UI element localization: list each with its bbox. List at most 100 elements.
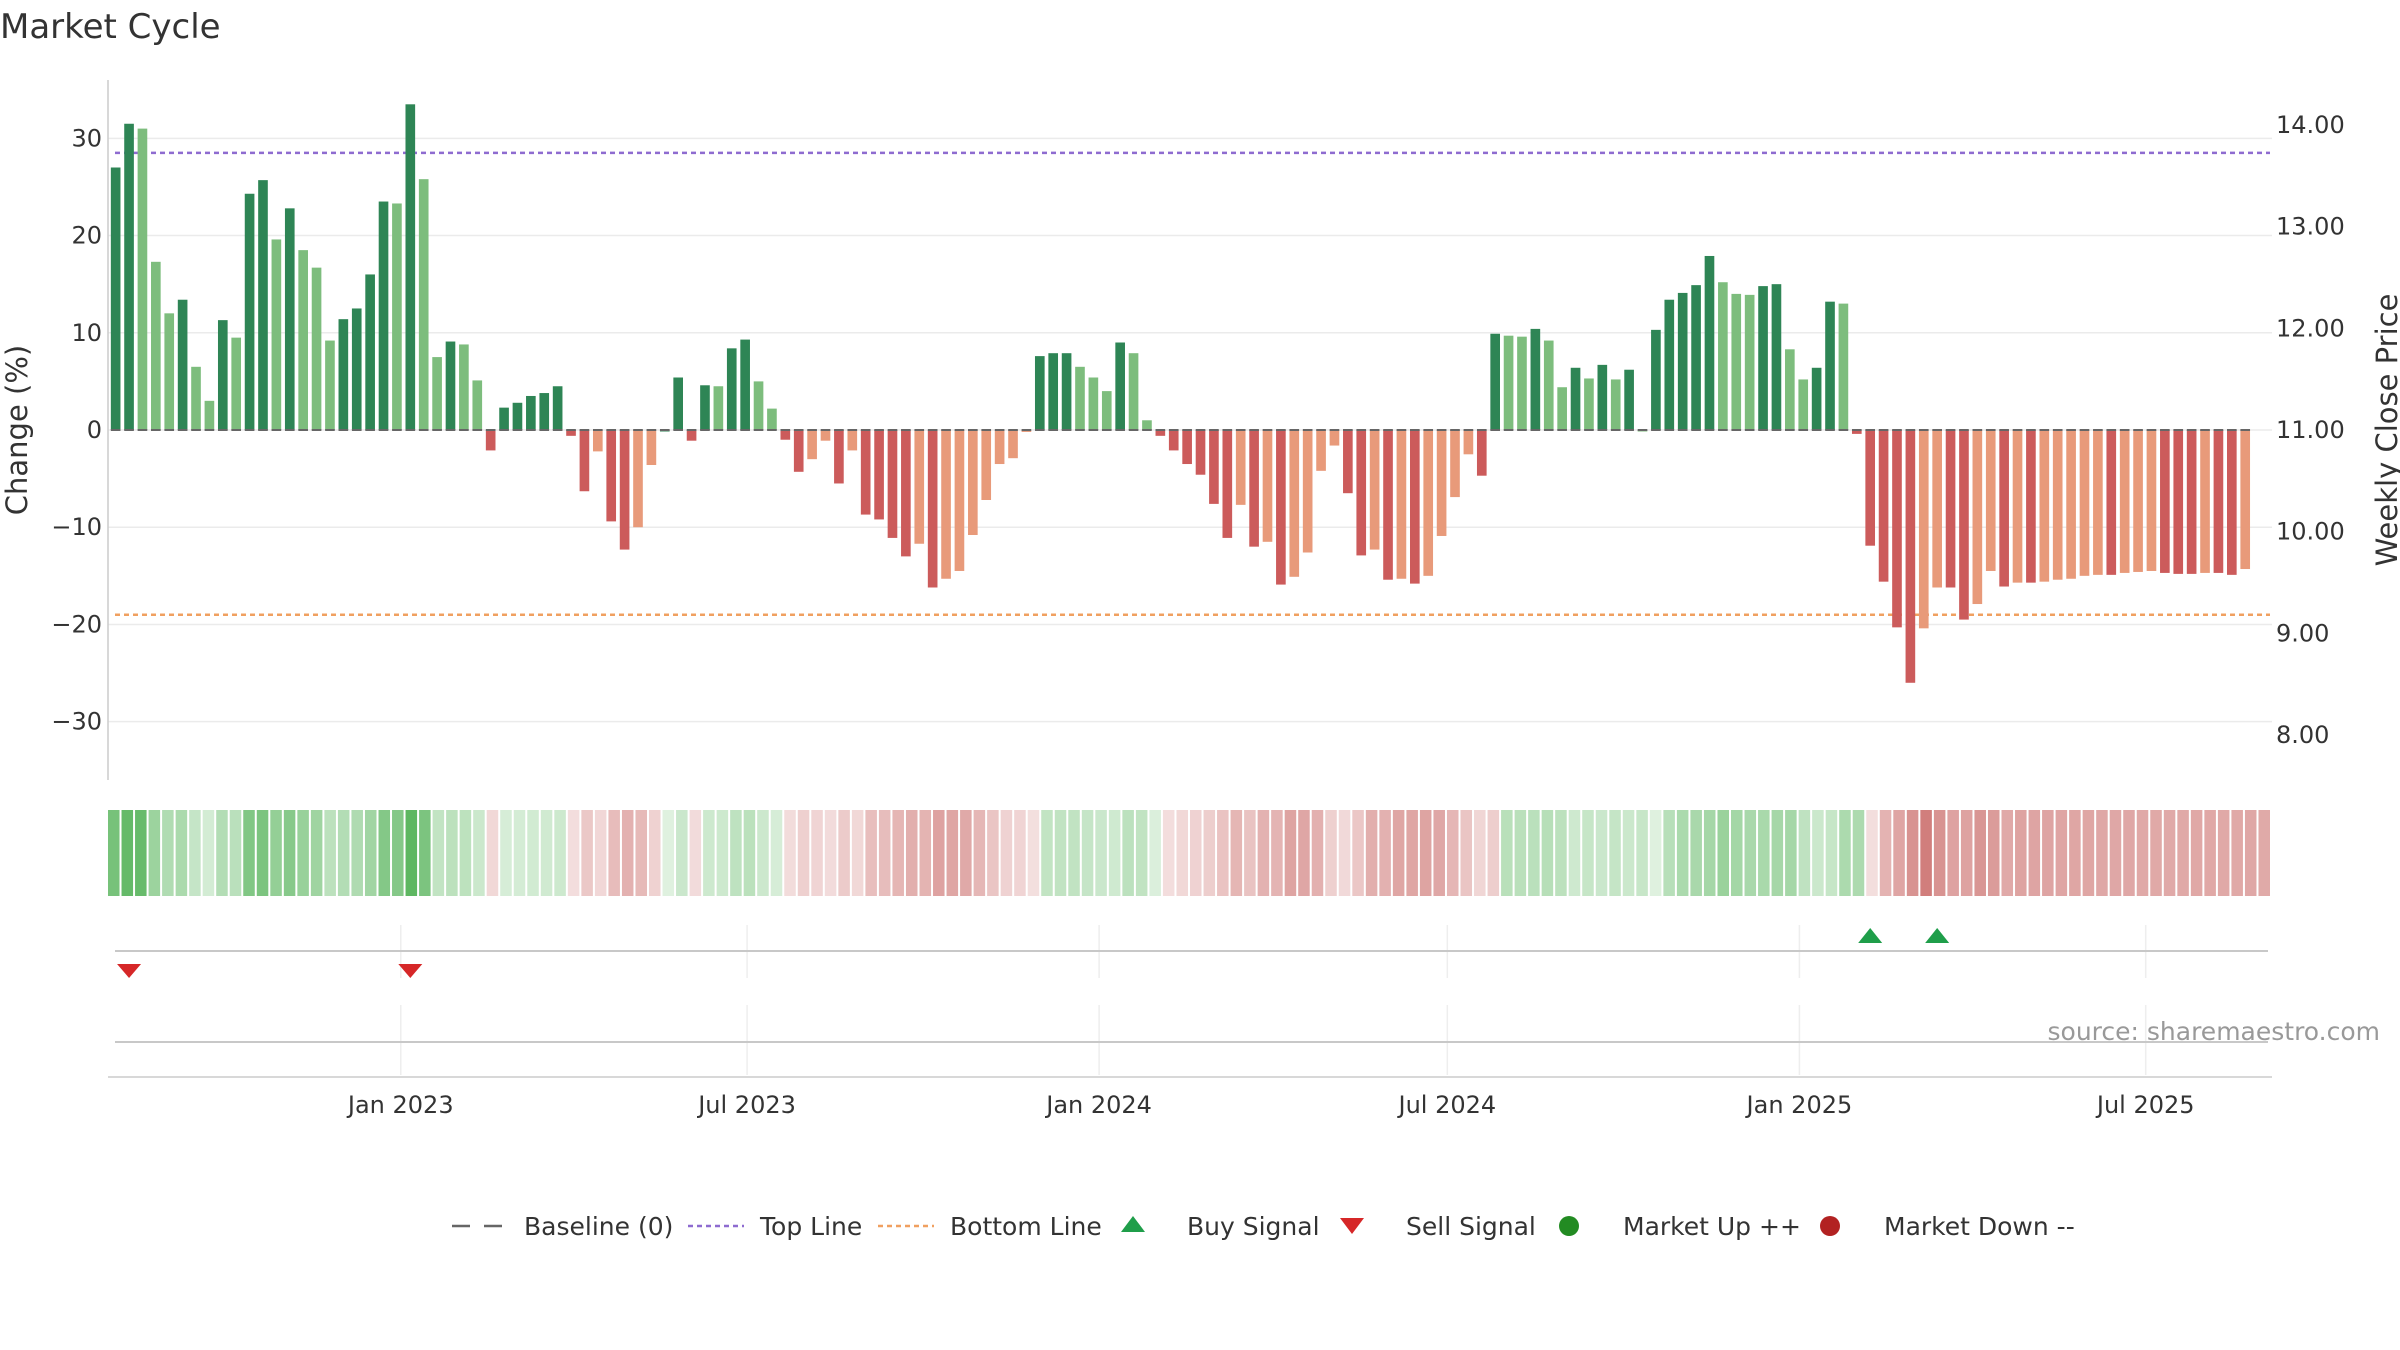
heat-cell: [419, 810, 431, 896]
bar: [499, 407, 509, 430]
heatmap-strip: [108, 810, 2270, 896]
legend-item-buy: Buy Signal: [1121, 1212, 1320, 1241]
heat-cell: [1230, 810, 1243, 896]
bar: [726, 348, 737, 430]
bar: [445, 341, 456, 430]
bar: [1289, 430, 1300, 577]
heat-cell: [797, 810, 810, 896]
y2-tick-label: 12.00: [2276, 314, 2345, 342]
heat-cell: [1298, 810, 1310, 896]
heat-cell: [513, 810, 526, 896]
heat-cell: [364, 810, 377, 896]
bar: [834, 430, 844, 484]
bars: [110, 104, 2251, 683]
heat-cell: [1947, 810, 1959, 896]
heat-cell: [865, 810, 877, 896]
heat-cell: [2123, 810, 2135, 896]
heat-cell: [527, 810, 539, 896]
heat-cell: [2136, 810, 2149, 896]
bar: [914, 430, 925, 544]
bar: [2200, 430, 2210, 573]
bar: [472, 380, 483, 430]
x-tick-label: Jul 2023: [696, 1091, 796, 1119]
legend-label: Sell Signal: [1406, 1212, 1536, 1241]
bar: [1369, 430, 1380, 550]
bar: [713, 386, 724, 430]
bar: [378, 201, 389, 430]
heat-cell: [108, 810, 120, 896]
legend-swatch-buy: [1121, 1216, 1145, 1232]
bar: [1356, 430, 1367, 556]
heat-cell: [1703, 810, 1716, 896]
heat-cell: [621, 810, 634, 896]
heat-cell: [1108, 810, 1121, 896]
bar: [1490, 333, 1501, 430]
x-tick-label: Jan 2023: [346, 1091, 454, 1119]
heat-cell: [1176, 810, 1188, 896]
heat-cell: [1460, 810, 1473, 896]
bar: [1262, 430, 1273, 542]
legend-label: Bottom Line: [950, 1212, 1102, 1241]
heat-cell: [446, 810, 458, 896]
heat-cell: [270, 810, 282, 896]
heat-cell: [784, 810, 796, 896]
heat-cell: [1365, 810, 1378, 896]
bar: [2133, 430, 2143, 572]
heat-cell: [2096, 810, 2108, 896]
bar: [217, 320, 228, 430]
heat-cell: [459, 810, 472, 896]
bar: [1343, 430, 1353, 494]
heat-cell: [1555, 810, 1567, 896]
heat-cell: [878, 810, 891, 896]
heat-cell: [1676, 810, 1689, 896]
bar: [579, 430, 590, 492]
legend-swatch-market-down: [1820, 1216, 1840, 1236]
bar: [124, 123, 134, 430]
y2-axis-title: Weekly Close Price: [2370, 294, 2400, 567]
heat-cell: [1636, 810, 1648, 896]
bar: [566, 430, 576, 436]
bar: [1463, 430, 1474, 455]
heat-cell: [432, 810, 445, 896]
heat-cell: [1162, 810, 1175, 896]
heat-cell: [1352, 810, 1364, 896]
heat-cell: [1920, 810, 1932, 896]
bar: [1798, 379, 1809, 430]
bar: [1677, 292, 1688, 430]
bar: [780, 430, 791, 440]
heat-cell: [148, 810, 161, 896]
bar: [646, 430, 657, 465]
heat-cell: [1325, 810, 1337, 896]
bar: [1249, 430, 1259, 547]
heat-cell: [1663, 810, 1675, 896]
bar: [1517, 336, 1527, 430]
bar: [1115, 342, 1125, 430]
legend-item-up: Market Up ++: [1559, 1212, 1801, 1241]
heat-cell: [175, 810, 188, 896]
bar: [298, 250, 308, 430]
bar: [1209, 430, 1219, 504]
heat-cell: [229, 810, 242, 896]
y2-tick-label: 14.00: [2276, 111, 2345, 139]
bar: [338, 319, 349, 430]
heat-cell: [1406, 810, 1418, 896]
bar: [2026, 430, 2036, 583]
heat-cell: [1798, 810, 1811, 896]
heat-cell: [757, 810, 769, 896]
bar: [767, 408, 777, 430]
heat-cell: [135, 810, 147, 896]
source-note: source: sharemaestro.com: [2048, 1017, 2381, 1046]
heat-cell: [2258, 810, 2270, 896]
heat-cell: [1149, 810, 1161, 896]
heat-cell: [649, 810, 661, 896]
heat-cell: [2109, 810, 2122, 896]
heat-cell: [960, 810, 972, 896]
heat-cell: [1081, 810, 1094, 896]
heat-cell: [946, 810, 959, 896]
heat-cell: [189, 810, 201, 896]
bar: [1235, 430, 1246, 505]
bar: [1155, 430, 1166, 436]
heat-cell: [1622, 810, 1635, 896]
bar: [1061, 353, 1072, 430]
